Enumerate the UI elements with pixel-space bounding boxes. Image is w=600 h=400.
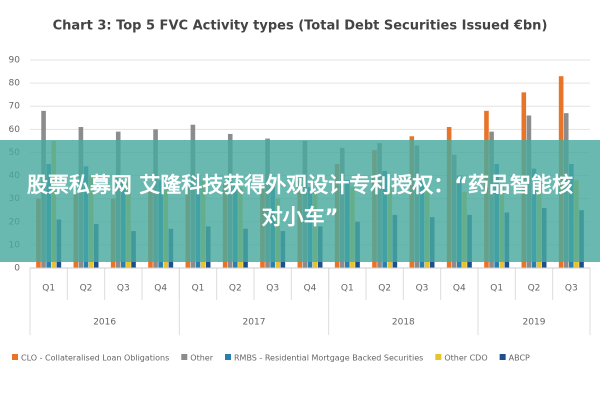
y-tick-label: 80: [9, 79, 21, 89]
legend-swatch: [12, 354, 18, 360]
x-tick-label: Q1: [42, 284, 55, 294]
x-tick-label: Q1: [490, 284, 503, 294]
x-tick-label: Q4: [453, 284, 466, 294]
legend-swatch: [181, 354, 188, 360]
legend-label: Other: [190, 354, 213, 363]
legend-swatch: [435, 354, 442, 360]
x-tick-label: Q2: [378, 284, 391, 294]
y-tick-label: 90: [9, 56, 21, 66]
legend-label: CLO - Collateralised Loan Obligations: [21, 354, 169, 363]
x-tick-label: Q1: [192, 284, 205, 294]
chart-title: Chart 3: Top 5 FVC Activity types (Total…: [53, 19, 548, 34]
legend-label: Other CDO: [444, 354, 487, 363]
legend-swatch: [499, 354, 506, 360]
y-tick-label: 60: [9, 125, 21, 135]
x-tick-label: Q4: [154, 284, 167, 294]
y-tick-label: 70: [9, 102, 21, 112]
group-label: 2017: [243, 318, 266, 328]
x-tick-label: Q3: [565, 284, 578, 294]
group-label: 2018: [392, 318, 415, 328]
legend-label: ABCP: [509, 354, 530, 363]
y-tick-label: 0: [14, 264, 20, 274]
x-tick-label: Q2: [229, 284, 242, 294]
x-tick-label: Q2: [528, 284, 541, 294]
group-label: 2016: [93, 318, 116, 328]
group-label: 2019: [523, 318, 546, 328]
x-tick-label: Q1: [341, 284, 354, 294]
x-tick-label: Q3: [416, 284, 429, 294]
x-tick-label: Q2: [80, 284, 93, 294]
x-tick-label: Q4: [304, 284, 317, 294]
x-tick-label: Q3: [266, 284, 279, 294]
x-tick-label: Q3: [117, 284, 130, 294]
banner: 股票私募网 艾隆科技获得外观设计专利授权：“药品智能核对小车”: [0, 140, 600, 262]
legend-swatch: [225, 354, 231, 360]
legend-label: RMBS - Residential Mortgage Backed Secur…: [234, 354, 423, 363]
